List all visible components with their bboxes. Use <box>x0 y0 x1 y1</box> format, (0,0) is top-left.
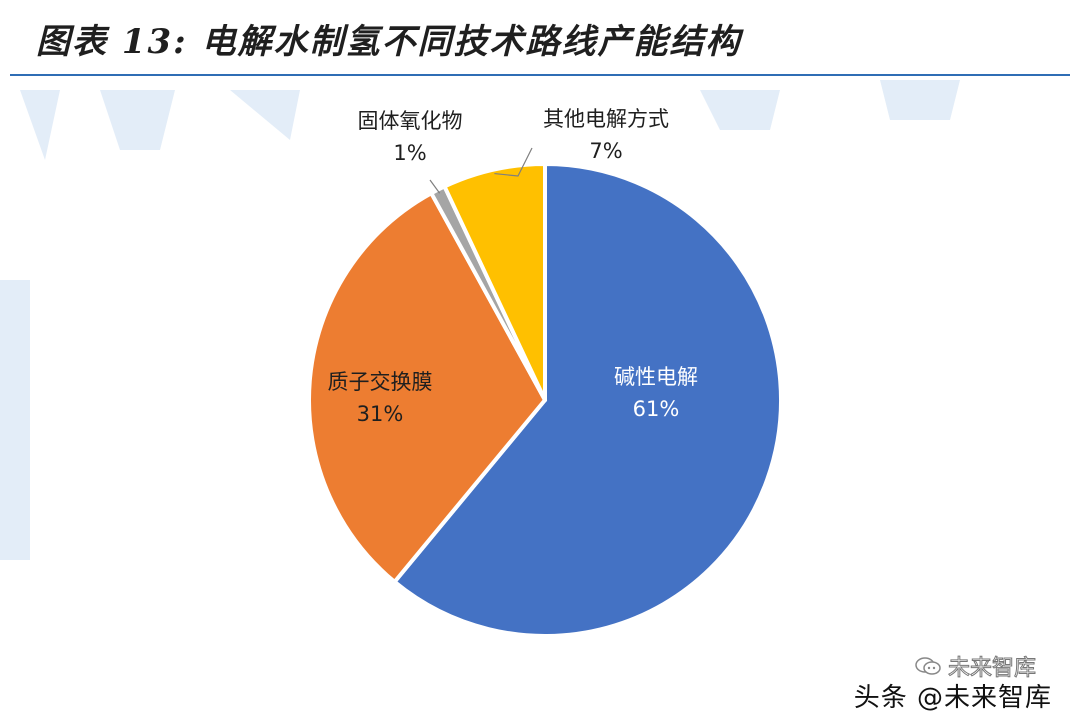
leader-lines <box>429 147 533 194</box>
leader-line-4 <box>494 147 533 177</box>
slice-value-2: 31% <box>357 402 404 426</box>
pie-slice-4 <box>442 162 547 402</box>
title-divider <box>10 74 1070 76</box>
chart-title: 图表 13: 电解水制氢不同技术路线产能结构 <box>36 22 742 62</box>
leader-line-3 <box>429 179 441 194</box>
slice-label-2: 质子交换膜 <box>328 370 433 394</box>
slice-labels: 碱性电解 61% 质子交换膜 31% 固体氧化物 1% 其他电解方式 7% <box>328 107 699 426</box>
pie-slice-2 <box>307 191 547 584</box>
slice-value-3: 1% <box>393 141 426 165</box>
slice-value-4: 7% <box>589 139 622 163</box>
slice-label-1: 碱性电解 <box>614 365 698 389</box>
pie-slice-1 <box>392 162 783 638</box>
watermark-text: 头条 @未来智库 <box>853 683 1052 713</box>
slice-label-3: 固体氧化物 <box>358 109 463 133</box>
footer-watermark: 头条 @未来智库 <box>854 677 1052 714</box>
watermark-small-group: 未来智库 <box>914 650 1037 682</box>
watermark-small-text: 未来智库 <box>947 656 1036 682</box>
slice-label-4: 其他电解方式 <box>543 107 669 131</box>
pie-slices <box>307 162 783 638</box>
chat-logo-icon <box>915 657 941 675</box>
slice-value-1: 61% <box>633 397 680 421</box>
